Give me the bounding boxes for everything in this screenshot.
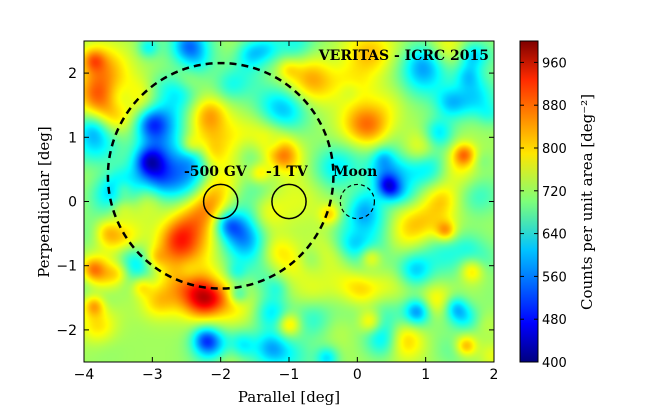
- colorbar-tick-label: 800: [542, 142, 567, 157]
- label-500gv: -500 GV: [184, 164, 248, 180]
- colorbar: [519, 40, 539, 363]
- y-tick-label: 1: [68, 130, 77, 146]
- chart-title: VERITAS - ICRC 2015: [318, 48, 489, 64]
- colorbar-tick-label: 480: [542, 313, 567, 328]
- x-tick-label: 1: [421, 367, 430, 383]
- colorbar-tick-label: 400: [542, 356, 567, 371]
- circle-500gv: [202, 183, 239, 220]
- label-moon: Moon: [333, 164, 377, 180]
- colorbar-tick-label: 880: [542, 99, 567, 114]
- heatmap-container: [84, 41, 494, 362]
- x-tick-label: −3: [142, 367, 163, 383]
- y-tick-label: −2: [56, 323, 77, 339]
- x-axis-label: Parallel [deg]: [238, 388, 340, 406]
- heatmap-canvas: [84, 41, 494, 362]
- x-tick-label: −4: [74, 367, 95, 383]
- circle-moon: [339, 183, 376, 220]
- colorbar-tick-label: 960: [542, 56, 567, 71]
- x-tick-label: 2: [490, 367, 499, 383]
- colorbar-tick-label: 640: [542, 228, 567, 243]
- x-tick-label: −1: [279, 367, 300, 383]
- y-tick-label: 0: [68, 195, 77, 211]
- circle-1tv: [271, 183, 307, 220]
- y-tick-label: −1: [56, 259, 77, 275]
- colorbar-label: Counts per unit area [deg⁻²]: [578, 94, 596, 310]
- annotations-layer: [106, 61, 376, 290]
- colorbar-tick-label: 720: [542, 185, 567, 200]
- x-tick-label: −2: [210, 367, 231, 383]
- y-axis-label: Perpendicular [deg]: [35, 126, 53, 278]
- large-dashed-circle: [106, 61, 335, 290]
- colorbar-tick-label: 560: [542, 270, 567, 285]
- y-tick-label: 2: [68, 66, 77, 82]
- y-ticks: −2 −1 0 1 2: [56, 66, 494, 339]
- label-1tv: -1 TV: [266, 164, 309, 180]
- x-ticks: −4 −3 −2 −1 0 1 2: [74, 41, 499, 383]
- x-tick-label: 0: [353, 367, 362, 383]
- colorbar-ticks: 400 480 560 640 720 800 880 960: [520, 56, 567, 371]
